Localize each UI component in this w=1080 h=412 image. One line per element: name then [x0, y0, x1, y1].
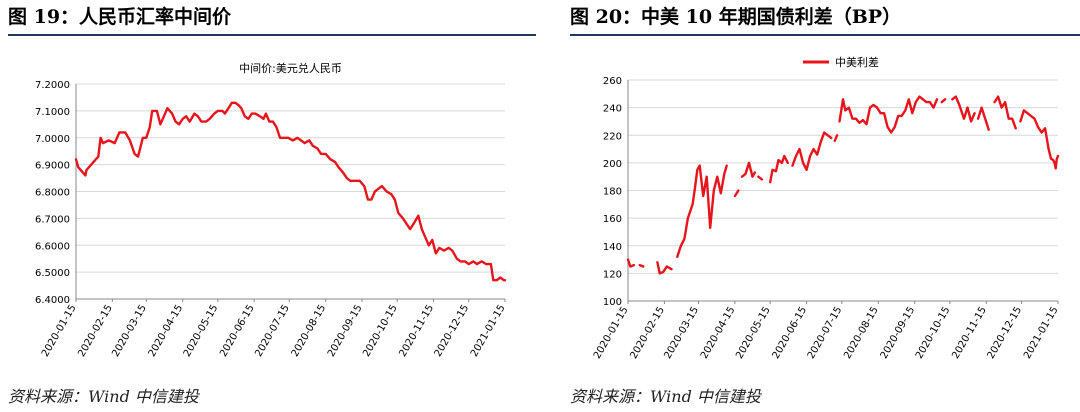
source-note: 资料来源：Wind 中信建投: [8, 387, 199, 406]
x-tick-label: 2020-07-15: [253, 303, 292, 359]
x-tick-label: 2020-11-15: [950, 305, 989, 361]
y-tick-label: 7.1000: [35, 107, 70, 118]
x-tick-label: 2020-06-15: [771, 305, 810, 361]
y-tick-label: 120: [603, 269, 622, 280]
x-tick-label: 2020-05-15: [734, 305, 773, 361]
x-tick-label: 2020-09-15: [879, 305, 918, 361]
series-line: [740, 161, 757, 178]
title-rule: [8, 34, 536, 36]
x-tick-label: 2020-12-15: [433, 303, 472, 359]
x-tick-label: 2020-11-15: [398, 303, 437, 359]
x-tick-label: 2020-04-15: [699, 305, 738, 361]
x-tick-label: 2020-09-15: [326, 303, 365, 359]
yield-spread-chart: 2602402202001801601401201002020-01-15202…: [592, 55, 1061, 361]
x-tick-label: 2021-01-15: [469, 303, 508, 359]
y-tick-label: 7.0000: [35, 134, 70, 145]
x-tick-label: 2020-02-15: [76, 303, 115, 359]
y-tick-label: 160: [603, 214, 622, 225]
series-line: [940, 98, 947, 104]
x-tick-label: 2020-07-15: [806, 305, 845, 361]
figure-19-panel: 图 19：人民币汇率中间价 7.2000 7.1000 7.0000 6.9000 6.…: [8, 0, 538, 412]
series-line: [951, 95, 976, 123]
y-tick-label: 7.2000: [35, 80, 70, 91]
y-tick-label: 6.8000: [35, 188, 70, 199]
y-tick-label: 180: [603, 187, 622, 198]
x-tick-label: 2020-03-15: [663, 305, 702, 361]
figure-title: 图 20：中美 10 年期国债利差（BP）: [570, 6, 902, 28]
y-tick-label: 100: [603, 297, 622, 308]
series-line: [993, 95, 1017, 130]
x-tick-label: 2020-05-15: [182, 303, 221, 359]
series-line: [626, 258, 636, 268]
series-line: [74, 101, 507, 282]
y-tick-label: 6.7000: [35, 214, 70, 225]
y-tick-label: 6.6000: [35, 241, 70, 252]
series-line: [769, 154, 789, 184]
x-tick-label: 2020-08-15: [290, 303, 329, 359]
y-tick-label: 240: [603, 104, 622, 115]
x-tick-label: 2021-01-15: [1022, 305, 1061, 361]
y-tick-label: 140: [603, 242, 622, 253]
chart-title: 中间价:美元兑人民币: [239, 61, 342, 75]
x-tick-label: 2020-12-15: [986, 305, 1025, 361]
y-tick-label: 200: [603, 159, 622, 170]
x-tick-label: 2020-02-15: [628, 305, 667, 361]
series-line: [838, 95, 939, 134]
figure-title: 图 19：人民币汇率中间价: [8, 6, 232, 28]
x-tick-label: 2020-10-15: [914, 305, 953, 361]
y-tick-label: 6.5000: [35, 268, 70, 279]
source-note: 资料来源：Wind 中信建投: [570, 387, 761, 406]
series-line: [1019, 109, 1060, 170]
x-tick-label: 2020-01-15: [40, 303, 79, 359]
x-tick-label: 2020-04-15: [147, 303, 186, 359]
series-line: [656, 261, 673, 275]
legend-label: 中美利差: [835, 55, 879, 69]
x-tick-label: 2020-08-15: [842, 305, 881, 361]
series-line: [733, 189, 740, 198]
x-tick-label: 2020-01-15: [592, 305, 631, 361]
x-tick-label: 2020-03-15: [110, 303, 149, 359]
series-line: [833, 134, 839, 142]
series-line: [791, 131, 833, 171]
y-tick-label: 6.4000: [35, 295, 70, 306]
figure-20-panel: 图 20：中美 10 年期国债利差（BP） 260 240 220 200 180 160…: [570, 0, 1080, 412]
series-line: [757, 175, 764, 181]
title-rule: [570, 34, 1080, 36]
series-line: [638, 263, 645, 268]
x-tick-label: 2020-06-15: [218, 303, 257, 359]
exchange-rate-chart: 7.2000 7.1000 7.0000 6.9000 6.8000 6.7000 6.60…: [35, 61, 508, 359]
x-tick-label: 2020-10-15: [361, 303, 400, 359]
y-tick-label: 260: [603, 76, 622, 87]
series-line: [976, 106, 990, 131]
series-line: [676, 164, 728, 258]
y-tick-label: 220: [603, 131, 622, 142]
y-tick-label: 6.9000: [35, 161, 70, 172]
